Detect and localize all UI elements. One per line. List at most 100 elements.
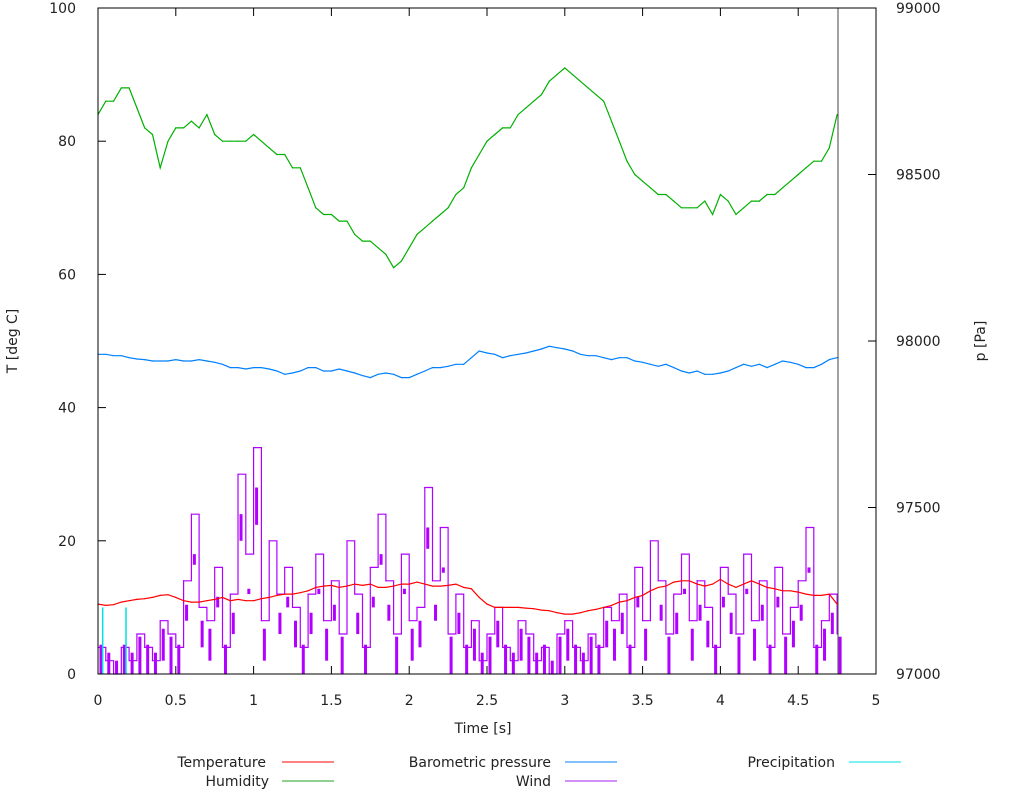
humidity-point xyxy=(789,180,792,182)
barometric-pressure-point xyxy=(338,368,340,370)
temperature-point xyxy=(284,593,286,595)
temperature-point xyxy=(338,586,340,589)
humidity-point xyxy=(284,153,286,156)
barometric-pressure-point xyxy=(190,360,192,362)
temperature-point xyxy=(657,586,659,589)
temperature-point xyxy=(797,591,799,593)
wind-point xyxy=(758,580,760,582)
humidity-point xyxy=(136,107,138,109)
barometric-pressure-point xyxy=(144,359,146,361)
humidity-point xyxy=(571,74,574,76)
temperature-point xyxy=(517,606,519,609)
temperature-point xyxy=(571,613,574,615)
barometric-pressure-point xyxy=(315,367,317,369)
humidity-point xyxy=(766,193,768,196)
x-tick-label: 1.5 xyxy=(320,693,342,709)
series-humidity xyxy=(97,67,838,269)
temperature-point xyxy=(688,580,690,582)
barometric-pressure-point xyxy=(789,361,792,363)
barometric-pressure-point xyxy=(260,367,262,369)
humidity-point xyxy=(478,153,480,156)
wind-point xyxy=(144,646,146,648)
barometric-pressure-point xyxy=(120,355,122,357)
wind-point xyxy=(673,593,675,595)
wind-point xyxy=(424,486,426,489)
humidity-point xyxy=(159,167,161,169)
temperature-point xyxy=(463,586,465,589)
temperature-point xyxy=(743,583,745,585)
barometric-pressure-point xyxy=(634,360,636,362)
humidity-point xyxy=(626,160,628,162)
humidity-point xyxy=(424,227,426,229)
temperature-point xyxy=(533,608,535,610)
barometric-pressure-point xyxy=(564,348,566,350)
temperature-point xyxy=(774,588,776,590)
y2-tick-label: 98000 xyxy=(896,334,941,350)
humidity-point xyxy=(393,267,395,269)
barometric-pressure-point xyxy=(712,373,714,375)
humidity-point xyxy=(105,100,107,102)
humidity-point xyxy=(610,120,613,122)
y-axis-label: T [deg C] xyxy=(5,309,21,375)
barometric-pressure-point xyxy=(455,363,457,365)
temperature-point xyxy=(144,598,146,600)
barometric-pressure-point xyxy=(284,373,286,375)
temperature-point xyxy=(416,581,418,583)
temperature-point xyxy=(587,610,589,612)
temperature-point xyxy=(151,596,154,599)
barometric-pressure-point xyxy=(151,360,154,362)
wind-point xyxy=(665,633,667,635)
temperature-point xyxy=(354,583,356,585)
temperature-point xyxy=(253,600,255,602)
humidity-point xyxy=(509,127,511,129)
wind-point xyxy=(478,660,480,662)
humidity-point xyxy=(494,133,496,136)
wind-point xyxy=(385,580,387,582)
barometric-pressure-point xyxy=(291,372,294,374)
wind-point xyxy=(626,646,628,648)
temperature-point xyxy=(813,594,815,597)
wind-point xyxy=(571,646,574,648)
barometric-pressure-point xyxy=(105,353,107,355)
humidity-point xyxy=(579,80,581,82)
barometric-pressure-point xyxy=(431,367,434,369)
humidity-point xyxy=(813,160,815,162)
temperature-point xyxy=(540,609,543,611)
wind-point xyxy=(813,646,815,648)
barometric-pressure-point xyxy=(136,358,138,360)
temperature-point xyxy=(758,583,760,585)
wind-point xyxy=(766,646,768,648)
wind-point xyxy=(618,593,620,595)
barometric-pressure-point xyxy=(346,370,348,372)
humidity-point xyxy=(151,133,154,136)
y-tick-label: 0 xyxy=(67,667,76,683)
barometric-pressure-point xyxy=(167,360,169,362)
wind-point xyxy=(719,566,722,569)
humidity-point xyxy=(634,173,636,176)
wind-point xyxy=(455,593,457,595)
x-tick-label: 2.5 xyxy=(476,693,498,709)
humidity-point xyxy=(346,220,348,222)
humidity-point xyxy=(556,74,558,76)
barometric-pressure-point xyxy=(416,373,418,375)
humidity-point xyxy=(120,87,122,89)
barometric-pressure-point xyxy=(571,350,574,352)
wind-point xyxy=(820,620,823,622)
temperature-line xyxy=(97,578,838,615)
x-tick-label: 4 xyxy=(716,693,725,709)
x-tick-label: 0.5 xyxy=(165,693,187,709)
wind-point xyxy=(680,553,683,555)
temperature-point xyxy=(478,596,480,599)
x-axis-label: Time [s] xyxy=(454,721,512,737)
wind-point xyxy=(284,566,286,569)
barometric-pressure-point xyxy=(509,355,511,357)
humidity-point xyxy=(447,207,449,209)
wind-point xyxy=(361,646,364,648)
barometric-pressure-point xyxy=(307,367,309,369)
temperature-point xyxy=(431,585,434,587)
barometric-pressure-point xyxy=(610,359,613,361)
barometric-pressure-point xyxy=(198,359,200,361)
barometric-pressure-point xyxy=(393,373,395,375)
temperature-point xyxy=(634,596,636,599)
humidity-point xyxy=(750,200,753,202)
